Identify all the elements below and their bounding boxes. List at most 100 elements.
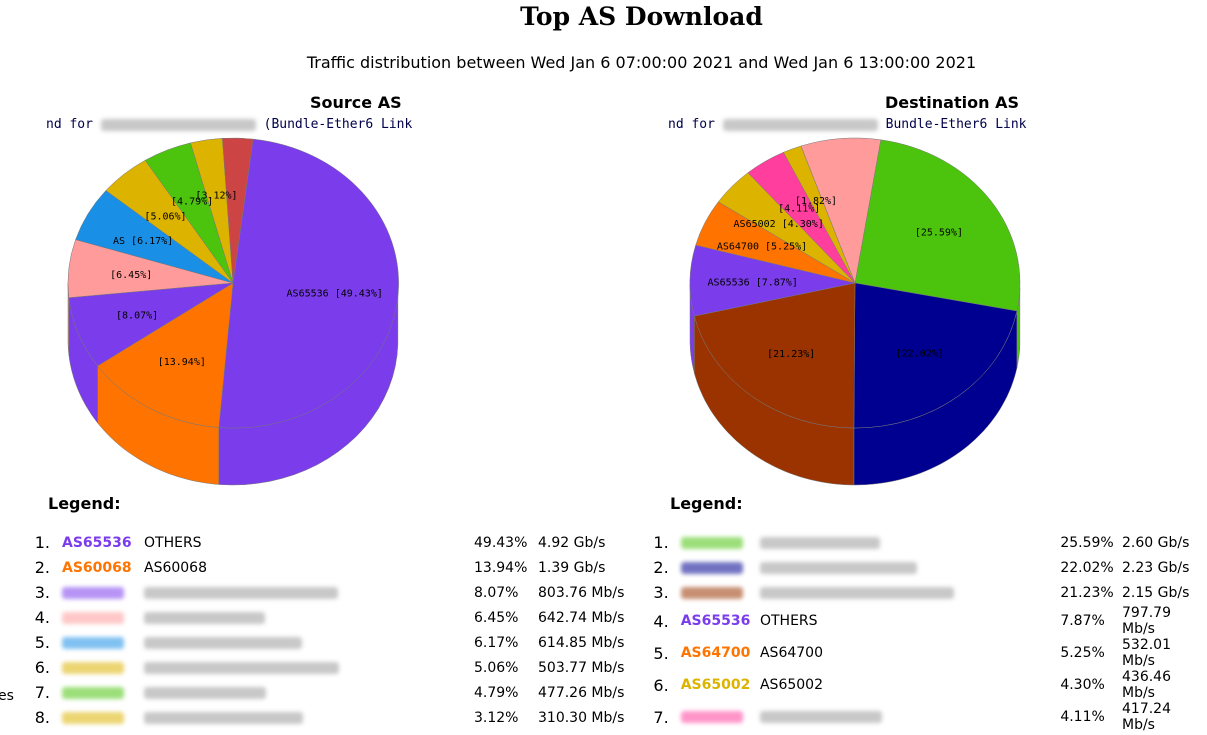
- legend-as-name: [759, 530, 1060, 555]
- legend-percent: 5.06%: [474, 659, 519, 676]
- legend-asn: [62, 680, 144, 705]
- pie-slice-label-1: [13.94%]: [158, 357, 206, 368]
- legend-rate: 2.15 Gb/s: [1122, 584, 1190, 601]
- legend-asn: [680, 530, 760, 555]
- source-legend-row: 5. 6.17% 614.85 Mb/s: [15, 630, 633, 655]
- legend-as-name: [759, 555, 1060, 580]
- legend-percent: 8.07%: [474, 584, 519, 601]
- source-legend-row: 2. AS60068 AS60068 13.94% 1.39 Gb/s: [15, 555, 633, 580]
- pie-slice-8: [800, 137, 882, 284]
- legend-asn: [62, 705, 144, 730]
- legend-as-name: [144, 605, 474, 630]
- legend-asn: [680, 580, 760, 605]
- destination-legend-row: 2. 22.02% 2.23 Gb/s: [638, 555, 1207, 580]
- legend-rank: 5.: [653, 643, 669, 663]
- legend-as-name: [144, 630, 474, 655]
- pie-slice-label-5: AS65002 [4.30%]: [734, 219, 824, 230]
- pie-slice-label-6: [4.11%]: [778, 204, 820, 215]
- pie-slice-label-5: [5.06%]: [144, 211, 186, 222]
- legend-as-name: OTHERS: [759, 613, 818, 629]
- pie-slice-label-3: [6.45%]: [110, 270, 152, 281]
- legend-rank: 8.: [34, 708, 50, 727]
- pie-slice-label-3: AS65536 [7.87%]: [708, 277, 798, 288]
- legend-as-name: [759, 580, 1060, 605]
- pie-slice-label-1: [22.02%]: [896, 349, 944, 360]
- legend-percent: 3.12%: [474, 709, 519, 726]
- source-legend-heading: Legend:: [48, 494, 121, 513]
- source-legend-row: 3. 8.07% 803.76 Mb/s: [15, 580, 633, 605]
- source-as-chart: AS65536 [49.43%] [13.94%] [8.07%] [6.45%] AS…: [0, 90, 600, 490]
- legend-asn: [680, 701, 760, 733]
- pie-slice-label-6: [4.79%]: [171, 197, 213, 208]
- legend-percent: 25.59%: [1060, 534, 1114, 551]
- side-note: es: [0, 688, 14, 704]
- pie-slice-8: [222, 137, 254, 284]
- destination-legend-row: 6. AS65002 AS65002 4.30% 436.46 Mb/s: [638, 669, 1207, 701]
- legend-asn: [680, 555, 760, 580]
- legend-rate: 477.26 Mb/s: [538, 684, 625, 701]
- legend-percent: 6.45%: [474, 609, 519, 626]
- source-pie-svg: AS65536 [49.43%] [13.94%] [8.07%] [6.45%] AS…: [67, 137, 399, 486]
- destination-legend-heading: Legend:: [670, 494, 743, 513]
- pie-slice-label-7: [1.82%]: [795, 196, 837, 207]
- destination-legend-row: 4. AS65536 OTHERS 7.87% 797.79 Mb/s: [638, 605, 1207, 637]
- legend-rate: 803.76 Mb/s: [538, 584, 625, 601]
- legend-rank: 7.: [653, 707, 669, 727]
- source-chart-caption: nd for (Bundle-Ether6 Link: [46, 117, 413, 132]
- legend-as-name: AS64700: [759, 645, 823, 661]
- pie-slice-label-2: [21.23%]: [767, 349, 815, 360]
- legend-rate: 310.30 Mb/s: [538, 709, 625, 726]
- source-legend-row: 1. AS65536 OTHERS 49.43% 4.92 Gb/s: [15, 530, 633, 555]
- pie-slice-label-4: AS64700 [5.25%]: [717, 242, 807, 253]
- legend-percent: 49.43%: [474, 534, 528, 551]
- legend-as-name: [144, 580, 474, 605]
- legend-percent: 22.02%: [1060, 559, 1114, 576]
- legend-percent: 6.17%: [474, 634, 519, 651]
- legend-rank: 1.: [653, 533, 669, 552]
- legend-rate: 2.23 Gb/s: [1122, 559, 1190, 576]
- legend-rank: 4.: [34, 608, 50, 627]
- legend-percent: 4.79%: [474, 684, 519, 701]
- legend-as-name: [144, 705, 474, 730]
- legend-rank: 7.: [34, 683, 50, 702]
- legend-percent: 4.30%: [1060, 677, 1105, 693]
- destination-chart-caption: nd for Bundle-Ether6 Link: [668, 117, 1027, 132]
- pie-slice-label-2: [8.07%]: [116, 310, 158, 321]
- legend-as-name: [759, 701, 1060, 733]
- destination-chart-title: Destination AS: [885, 93, 1019, 112]
- source-legend-row: 6. 5.06% 503.77 Mb/s: [15, 655, 633, 680]
- legend-as-name: [144, 655, 474, 680]
- legend-rate: 2.60 Gb/s: [1122, 534, 1190, 551]
- pie-slice-1: [97, 282, 234, 428]
- legend-rank: 3.: [34, 583, 50, 602]
- legend-rate: 417.24 Mb/s: [1122, 701, 1171, 733]
- legend-rate: 614.85 Mb/s: [538, 634, 625, 651]
- destination-legend-row: 5. AS64700 AS64700 5.25% 532.01 Mb/s: [638, 637, 1207, 669]
- destination-legend-table: 1. 25.59% 2.60 Gb/s 2. 22.02% 2.23 Gb/s 3. 21.2…: [638, 530, 1207, 733]
- source-legend-table: 1. AS65536 OTHERS 49.43% 4.92 Gb/s 2. AS60068 A…: [15, 530, 633, 730]
- legend-rank: 6.: [653, 675, 669, 695]
- destination-pie-svg: [25.59%] [22.02%] [21.23%] AS65536 [7.87%] A…: [689, 137, 1021, 486]
- legend-rate: 436.46 Mb/s: [1122, 669, 1171, 701]
- legend-rank: 5.: [34, 633, 50, 652]
- source-legend-row: 4. 6.45% 642.74 Mb/s: [15, 605, 633, 630]
- pie-slice-2: [693, 282, 856, 429]
- legend-percent: 13.94%: [474, 559, 528, 576]
- legend-asn: [62, 655, 144, 680]
- destination-legend-row: 1. 25.59% 2.60 Gb/s: [638, 530, 1207, 555]
- legend-asn: AS60068: [62, 559, 132, 576]
- legend-rate: 1.39 Gb/s: [538, 559, 606, 576]
- legend-rank: 2.: [34, 558, 50, 577]
- destination-as-chart: [25.59%] [22.02%] [21.23%] AS65536 [7.87%] A…: [622, 90, 1207, 490]
- destination-legend-row: 7. 4.11% 417.24 Mb/s: [638, 701, 1207, 733]
- legend-asn: AS65536: [680, 613, 751, 629]
- legend-asn: AS65536: [62, 534, 132, 551]
- legend-asn: [62, 580, 144, 605]
- legend-asn: AS65002: [680, 677, 751, 693]
- legend-rate: 532.01 Mb/s: [1122, 637, 1171, 669]
- legend-percent: 4.11%: [1060, 709, 1105, 725]
- legend-rank: 1.: [34, 533, 50, 552]
- pie-slice-label-0: [25.59%]: [915, 228, 963, 239]
- legend-rank: 3.: [653, 583, 669, 602]
- destination-legend-row: 3. 21.23% 2.15 Gb/s: [638, 580, 1207, 605]
